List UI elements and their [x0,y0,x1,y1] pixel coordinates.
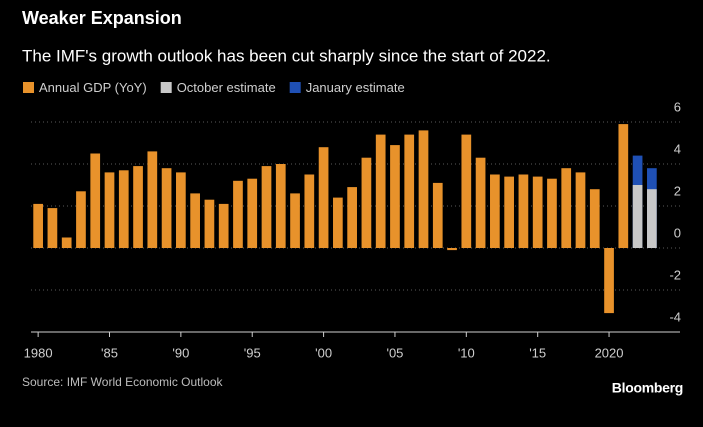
bar [90,153,101,248]
bar [490,174,500,248]
y-tick-label: 0 [674,225,681,240]
bar [104,172,115,248]
bar [547,178,557,248]
bar [118,170,129,248]
bar [247,178,258,248]
bar [518,174,529,248]
bar [347,187,357,248]
bar [475,157,486,248]
legend-swatch [289,82,301,93]
x-tick-label: '10 [458,345,475,360]
bar [76,191,86,248]
bar [233,180,243,248]
bar [61,237,72,248]
bar [133,166,143,248]
legend-label: October estimate [177,80,276,95]
chart-subtitle: The IMF's growth outlook has been cut sh… [22,46,551,65]
bar [604,248,614,314]
bar [647,189,657,248]
legend-swatch [23,82,34,93]
bar [176,172,186,248]
bar [275,164,286,248]
y-tick-label: -4 [669,309,681,324]
x-tick-label: '00 [315,345,332,360]
bar [47,208,58,248]
bar [161,168,172,248]
y-tick-label: -2 [669,267,681,282]
x-tick-label: '05 [386,345,403,360]
bar [304,174,315,248]
bar [461,134,472,248]
bar [361,157,372,248]
bar [290,193,300,248]
bar [375,134,386,248]
source: Source: IMF World Economic Outlook [22,375,224,389]
x-tick-label: '95 [244,345,261,360]
bar [190,193,200,248]
bar [318,147,329,248]
legend-label: January estimate [306,80,405,95]
bar [575,172,586,248]
bar [218,203,229,248]
x-tick-label: '85 [101,345,118,360]
bar [33,203,43,248]
brand: Bloomberg [612,380,683,396]
bar [261,166,272,248]
chart-title: Weaker Expansion [22,8,182,28]
bar [147,151,158,248]
bar [589,189,600,248]
y-tick-label: 6 [674,99,681,114]
bar [390,145,400,248]
bar [504,176,514,248]
bar [618,124,629,248]
bar [333,197,343,248]
bar [632,185,643,248]
y-tick-label: 2 [674,183,681,198]
x-tick-label: '90 [172,345,189,360]
legend-swatch [160,82,172,93]
legend-label: Annual GDP (YoY) [39,80,147,95]
y-tick-label: 4 [674,141,681,156]
bar [447,248,457,251]
bar [404,134,415,248]
bar [204,199,215,248]
bar [561,168,572,248]
bar [532,176,543,248]
bar [432,182,443,248]
x-tick-label: 1980 [24,345,53,360]
x-tick-label: '15 [529,345,546,360]
bar [418,130,429,248]
x-tick-label: 2020 [595,345,624,360]
